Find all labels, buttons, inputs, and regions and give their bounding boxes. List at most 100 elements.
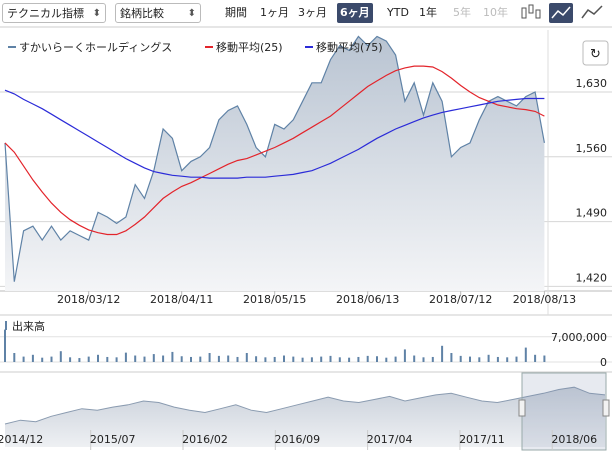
volume-bar [478,357,481,362]
volume-bar [217,355,220,362]
volume-bar [59,351,62,362]
refresh-icon[interactable]: ↻ [590,47,601,62]
volume-bar [441,345,444,362]
volume-bar [273,356,276,362]
area-icon-line [551,6,571,19]
volume-bar [292,356,295,362]
legend-label: 移動平均(75) [316,40,383,54]
x-tick-label: 2018/07/12 [429,293,492,306]
period-button[interactable]: 10年 [483,6,508,19]
volume-bar [236,356,239,362]
volume-bar [515,356,518,362]
volume-bar [152,354,155,362]
volume-bar [31,354,34,362]
x-tick-label: 2018/03/12 [57,293,120,306]
legend-label: すかいらーくホールディングス [19,40,172,54]
volume-bar [413,355,416,362]
volume-bar [310,357,313,362]
volume-bar [403,349,406,362]
series-line [4,89,545,179]
volume-bar [376,356,378,362]
volume-bar [190,356,192,362]
series-line [4,65,545,236]
volume-bar [199,356,202,362]
volume-bar [13,353,16,362]
y-tick-label: 1,490 [576,207,608,220]
volume-bar [338,357,341,362]
volume-bar [41,357,44,362]
period-button[interactable]: 1ヶ月 [260,6,289,19]
volume-bar [283,355,285,362]
compare-dropdown[interactable]: 銘柄比較 [115,3,201,24]
period-button[interactable]: 5年 [453,6,471,19]
series-line [4,35,545,282]
x-tick-label: 2018/08/13 [513,293,576,306]
y-tick-label: 1,420 [576,271,608,284]
navigator-handle[interactable] [518,399,526,417]
volume-bar [50,356,53,362]
volume-bar [87,356,90,362]
volume-bar [469,356,471,362]
volume-bar [180,356,183,362]
volume-bar [487,354,490,362]
volume-bar [320,356,323,362]
volume-bar [124,352,127,362]
period-button[interactable]: 1年 [419,6,437,19]
volume-bar [208,353,211,362]
technical-dropdown[interactable]: テクニカル指標 [2,3,106,24]
volume-title: 出来高 [12,319,45,333]
volume-bar [422,357,425,362]
legend-label: 移動平均(25) [216,40,283,54]
x-tick-label: 2018/05/15 [243,293,306,306]
x-tick-label: 2018/06/13 [336,293,399,306]
candle-icon[interactable] [521,4,541,19]
navigator-window [521,372,607,451]
refresh-button[interactable] [582,40,609,66]
volume-bar [171,351,174,362]
volume-bar [543,355,546,362]
period-button[interactable]: 3ヶ月 [298,6,327,19]
volume-bar [134,355,137,362]
price-area [5,36,545,291]
x-tick-label: 2017/11 [459,433,505,446]
volume-bar [106,356,109,362]
volume-bar [506,357,509,362]
x-tick-label: 2015/07 [90,433,136,446]
volume-bar [22,356,25,362]
volume-bar [394,356,397,362]
x-tick-label: 2014/12 [0,433,43,446]
volume-bar [69,357,72,362]
period-label: 期間 [225,6,247,19]
volume-bar [496,356,499,362]
y-tick-label: 7,000,000 [551,331,607,344]
x-tick-label: 2016/09 [274,433,320,446]
x-tick-label: 2018/04/11 [150,293,213,306]
volume-bar [245,353,248,362]
volume-bar [264,357,267,362]
volume-bar [385,357,388,362]
x-tick-label: 2017/04 [367,433,413,446]
volume-bar [227,355,230,362]
volume-bar [366,355,369,362]
volume-bar [162,355,165,362]
volume-bar [357,356,360,362]
y-tick-label: 0 [600,356,607,369]
navigator-handle[interactable] [602,399,610,417]
volume-bar [450,353,453,362]
volume-bar [255,356,258,362]
volume-bar [301,357,304,362]
volume-bar [431,356,434,362]
volume-bar [97,354,99,362]
line-icon[interactable] [581,5,603,19]
volume-bar [4,329,6,362]
navigator-line [4,386,606,425]
x-tick-label: 2018/06 [551,433,597,446]
volume-bar [78,358,81,362]
period-button[interactable]: 6ヶ月 [337,3,373,23]
toolbar-icons [521,3,603,23]
y-tick-label: 1,630 [576,77,608,90]
period-button[interactable]: YTD [387,6,409,19]
x-tick-label: 2016/02 [182,433,228,446]
